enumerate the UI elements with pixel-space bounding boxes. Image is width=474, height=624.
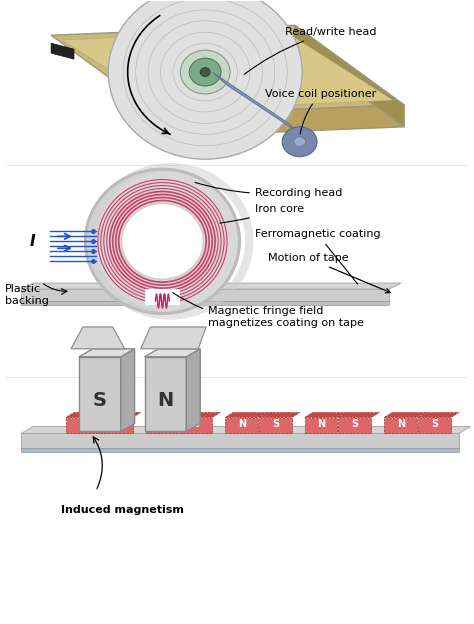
Ellipse shape — [200, 67, 210, 77]
Polygon shape — [145, 357, 186, 431]
Polygon shape — [186, 349, 200, 431]
Polygon shape — [225, 417, 258, 434]
Polygon shape — [384, 412, 425, 417]
Polygon shape — [305, 417, 337, 434]
Polygon shape — [100, 412, 141, 417]
Polygon shape — [21, 289, 389, 301]
Text: S: S — [113, 419, 120, 429]
Text: S: S — [93, 391, 107, 409]
Text: Motion of tape: Motion of tape — [268, 253, 390, 293]
Polygon shape — [121, 349, 135, 431]
Polygon shape — [21, 434, 459, 449]
Polygon shape — [212, 72, 298, 132]
Text: S: S — [192, 419, 200, 429]
Text: N: N — [238, 419, 246, 429]
Text: N: N — [157, 391, 173, 409]
Polygon shape — [338, 417, 371, 434]
Polygon shape — [161, 105, 404, 137]
Text: N: N — [158, 419, 166, 429]
Polygon shape — [145, 349, 200, 357]
Ellipse shape — [282, 127, 317, 157]
Text: Read/write head: Read/write head — [244, 27, 376, 74]
Polygon shape — [100, 417, 133, 434]
Polygon shape — [146, 412, 186, 417]
Polygon shape — [71, 327, 125, 349]
Polygon shape — [63, 30, 392, 110]
Polygon shape — [79, 357, 121, 431]
Polygon shape — [259, 417, 292, 434]
Text: I: I — [29, 234, 35, 249]
Ellipse shape — [123, 205, 202, 278]
Text: N: N — [397, 419, 405, 429]
Polygon shape — [179, 417, 212, 434]
Text: Voice coil positioner: Voice coil positioner — [265, 89, 376, 134]
Ellipse shape — [85, 169, 239, 313]
Polygon shape — [295, 26, 404, 127]
Polygon shape — [21, 301, 389, 305]
Polygon shape — [79, 349, 135, 357]
Text: S: S — [352, 419, 359, 429]
Text: N: N — [79, 419, 87, 429]
Text: Iron core: Iron core — [220, 205, 304, 223]
Ellipse shape — [122, 203, 203, 279]
Text: Rotating magnetic disk: Rotating magnetic disk — [0, 623, 1, 624]
Text: Magnetic fringe field
magnetizes coating on tape: Magnetic fringe field magnetizes coating… — [173, 293, 364, 328]
Text: Plastic
backing: Plastic backing — [5, 284, 49, 306]
Text: S: S — [431, 419, 438, 429]
Polygon shape — [305, 412, 346, 417]
Text: Ferromagnetic coating: Ferromagnetic coating — [255, 230, 381, 284]
Polygon shape — [146, 417, 178, 434]
Polygon shape — [384, 417, 417, 434]
Polygon shape — [338, 412, 379, 417]
Text: S: S — [272, 419, 279, 429]
Ellipse shape — [294, 137, 306, 147]
Ellipse shape — [180, 50, 230, 94]
Polygon shape — [21, 426, 471, 434]
Polygon shape — [63, 30, 392, 110]
Polygon shape — [259, 412, 300, 417]
Polygon shape — [141, 327, 206, 349]
Ellipse shape — [189, 58, 221, 86]
Ellipse shape — [108, 0, 302, 159]
Polygon shape — [179, 412, 220, 417]
Polygon shape — [418, 417, 451, 434]
Polygon shape — [66, 412, 107, 417]
Polygon shape — [21, 449, 459, 452]
Polygon shape — [66, 417, 99, 434]
Text: Recording head: Recording head — [195, 182, 342, 198]
Polygon shape — [418, 412, 459, 417]
Polygon shape — [51, 26, 404, 115]
Polygon shape — [225, 412, 266, 417]
Polygon shape — [145, 289, 180, 305]
Polygon shape — [51, 43, 74, 59]
Polygon shape — [21, 283, 401, 289]
Text: N: N — [318, 419, 326, 429]
Text: Induced magnetism: Induced magnetism — [61, 505, 184, 515]
